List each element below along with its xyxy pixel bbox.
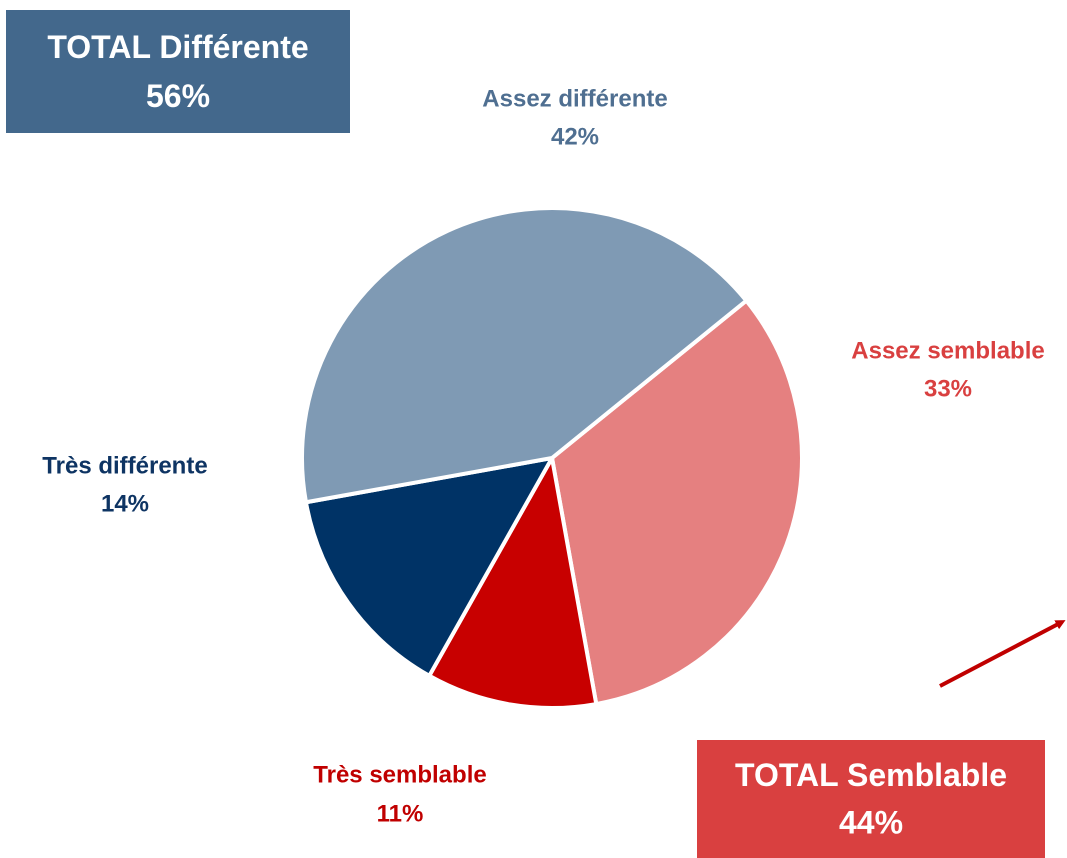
total-box — [697, 740, 1045, 858]
slice-label: Assez différente — [482, 85, 667, 112]
slice-value-label: 14% — [101, 490, 149, 517]
pie-slice — [550, 298, 804, 707]
pie-slice — [303, 456, 554, 678]
slice-label: Très différente — [42, 452, 207, 479]
slice-value-label: 11% — [377, 800, 424, 827]
total-value: 44% — [839, 804, 903, 840]
slice-value-label: 42% — [551, 123, 599, 150]
slice-label: Assez semblable — [851, 337, 1044, 364]
slice-value-label: 33% — [924, 375, 972, 402]
total-title: TOTAL Différente — [47, 29, 308, 65]
total-box — [6, 10, 350, 133]
arrow — [939, 620, 1066, 688]
total-title: TOTAL Semblable — [735, 757, 1007, 793]
slice-label: Très semblable — [313, 761, 486, 788]
pie-slice — [300, 206, 749, 505]
total-value: 56% — [146, 78, 210, 114]
pie-slice — [427, 456, 599, 710]
